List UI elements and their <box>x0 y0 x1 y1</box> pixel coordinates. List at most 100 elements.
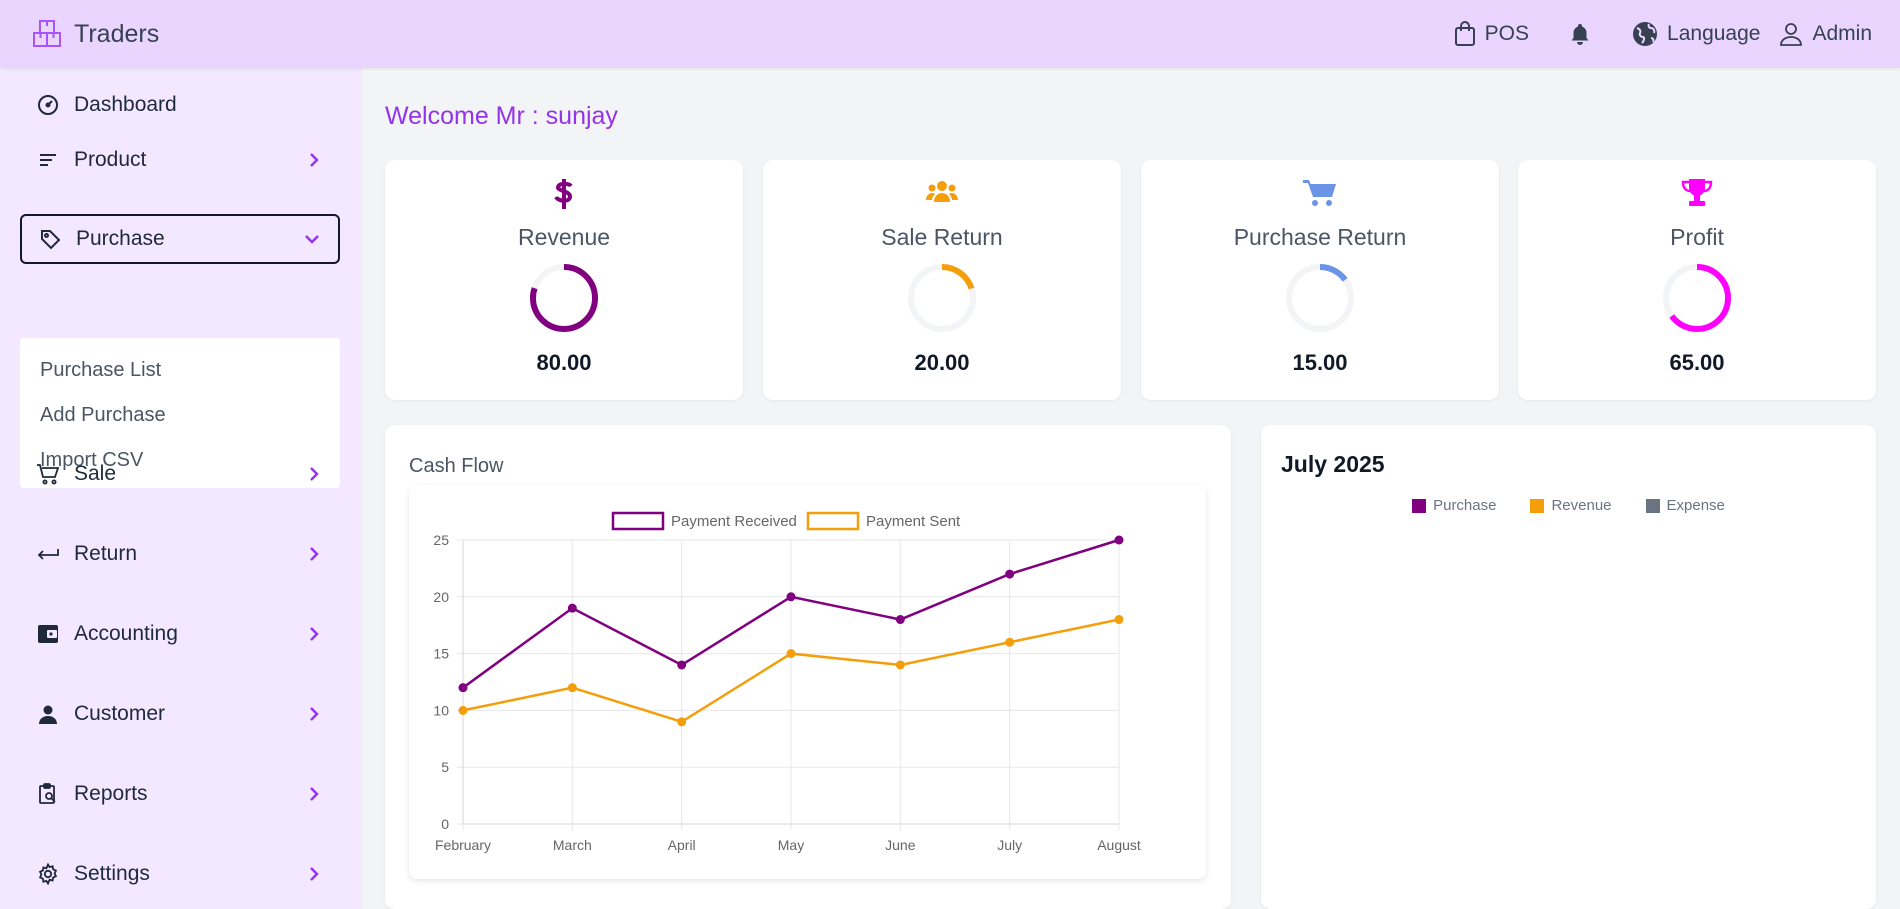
ring-progress <box>1286 264 1354 332</box>
notifications-button[interactable] <box>1569 22 1591 46</box>
legend-label: Expense <box>1666 497 1725 514</box>
sidebar-item-return[interactable]: Return <box>20 529 340 579</box>
sidebar: Dashboard Product Purchase Purchase List… <box>0 68 362 909</box>
chevron-right-icon <box>310 627 319 641</box>
data-point[interactable] <box>895 660 905 670</box>
data-point[interactable] <box>1114 535 1124 545</box>
data-point[interactable] <box>458 683 468 693</box>
legend-swatch <box>1645 498 1660 513</box>
product-icon <box>36 148 60 172</box>
sidebar-item-product[interactable]: Product <box>20 135 340 185</box>
profit-ring <box>1663 264 1731 332</box>
data-point[interactable] <box>567 603 577 613</box>
data-point[interactable] <box>786 649 796 659</box>
ring-progress <box>530 264 598 332</box>
x-tick-label: April <box>668 837 696 853</box>
card-title: Revenue <box>517 224 611 250</box>
legend-label: Purchase <box>1433 497 1497 514</box>
top-header: Traders POS Language <box>0 0 1900 68</box>
chevron-right-icon <box>310 153 319 167</box>
chevron-right-icon <box>310 707 319 721</box>
sidebar-item-sale[interactable]: Sale <box>20 449 340 499</box>
cash-flow-title: Cash Flow <box>409 455 504 477</box>
data-point[interactable] <box>567 683 577 693</box>
month-legend: Purchase Revenue Expense <box>1261 497 1876 514</box>
cash-flow-chart: 0 5 10 15 20 25 February March April May June July A… <box>409 485 1206 879</box>
purchase-return-ring <box>1286 264 1354 332</box>
sidebar-item-purchase[interactable]: Purchase <box>20 214 340 264</box>
sidebar-item-settings[interactable]: Settings <box>20 849 340 899</box>
sidebar-item-label: Return <box>74 542 138 565</box>
card-value: 15.00 <box>1292 350 1348 375</box>
data-point[interactable] <box>1114 615 1124 625</box>
data-point[interactable] <box>458 705 468 715</box>
ring-progress <box>1663 264 1731 332</box>
legend-swatch <box>1530 498 1545 513</box>
sidebar-item-label: Reports <box>74 782 148 805</box>
chevron-right-icon <box>310 787 319 801</box>
legend-label[interactable]: Payment Sent <box>866 513 961 530</box>
submenu-purchase-list[interactable]: Purchase List <box>40 359 162 381</box>
sidebar-item-label: Settings <box>74 862 150 885</box>
dollar-icon <box>554 179 573 209</box>
y-tick-label: 0 <box>441 816 449 832</box>
language-label: Language <box>1667 22 1761 45</box>
legend-swatch[interactable] <box>611 511 665 531</box>
y-tick-label: 25 <box>433 532 449 548</box>
chevron-right-icon <box>310 467 319 481</box>
sidebar-item-label: Customer <box>74 702 166 725</box>
submenu-add-purchase[interactable]: Add Purchase <box>40 404 166 426</box>
users-icon <box>926 181 958 202</box>
submenu-import-csv[interactable]: Import CSV <box>40 449 144 471</box>
cash-flow-panel: Cash Flow 0 5 10 15 20 25 February March April Ma… <box>385 425 1231 909</box>
sidebar-item-customer[interactable]: Customer <box>20 689 340 739</box>
brand-name: Traders <box>74 19 160 48</box>
brand[interactable]: Traders <box>32 19 159 49</box>
return-icon <box>36 542 60 566</box>
x-tick-label: February <box>435 837 491 853</box>
admin-menu[interactable]: Admin <box>1778 21 1872 47</box>
purchase-submenu: Purchase List Add Purchase Import CSV <box>20 338 340 488</box>
purchase-return-card: Purchase Return 15.00 <box>1141 160 1499 400</box>
gear-icon <box>36 862 60 886</box>
legend-swatch[interactable] <box>806 511 860 531</box>
y-tick-label: 20 <box>433 589 449 605</box>
x-tick-label: August <box>1097 837 1141 853</box>
sale-return-card: Sale Return 20.00 <box>763 160 1121 400</box>
data-point[interactable] <box>1005 637 1015 647</box>
cart-icon <box>36 462 60 486</box>
globe-icon <box>1633 22 1658 46</box>
data-point[interactable] <box>786 592 796 602</box>
sidebar-item-dashboard[interactable]: Dashboard <box>20 80 340 130</box>
boxes-logo-icon <box>33 20 61 47</box>
legend-label: Revenue <box>1551 497 1612 514</box>
language-button[interactable]: Language <box>1631 20 1760 48</box>
x-tick-label: July <box>997 837 1022 853</box>
chevron-right-icon <box>310 867 319 881</box>
profit-card: Profit 65.00 <box>1518 160 1876 400</box>
sidebar-item-label: Accounting <box>74 622 178 645</box>
legend-revenue[interactable]: Revenue <box>1530 497 1612 514</box>
data-point[interactable] <box>677 717 687 727</box>
legend-expense[interactable]: Expense <box>1645 497 1725 514</box>
revenue-card: Revenue 80.00 <box>385 160 743 400</box>
card-value: 80.00 <box>536 350 592 375</box>
legend-purchase[interactable]: Purchase <box>1412 497 1496 514</box>
sale-return-ring <box>908 264 976 332</box>
sidebar-item-accounting[interactable]: Accounting <box>20 609 340 659</box>
data-point[interactable] <box>895 615 905 625</box>
month-title: July 2025 <box>1281 451 1385 477</box>
x-tick-label: March <box>553 837 592 853</box>
data-point[interactable] <box>1005 569 1015 579</box>
legend-label[interactable]: Payment Received <box>671 513 797 530</box>
y-tick-label: 15 <box>433 646 449 662</box>
pos-button[interactable]: POS <box>1453 21 1529 47</box>
y-tick-label: 5 <box>441 759 449 775</box>
sidebar-item-label: Sale <box>74 462 117 485</box>
cash-flow-chart-svg: 0 5 10 15 20 25 February March April May June July A… <box>433 511 1141 853</box>
cart-icon <box>1303 180 1336 206</box>
user-outline-icon <box>1780 23 1803 46</box>
sidebar-item-reports[interactable]: Reports <box>20 769 340 819</box>
ring-progress <box>908 264 976 332</box>
data-point[interactable] <box>677 660 687 670</box>
